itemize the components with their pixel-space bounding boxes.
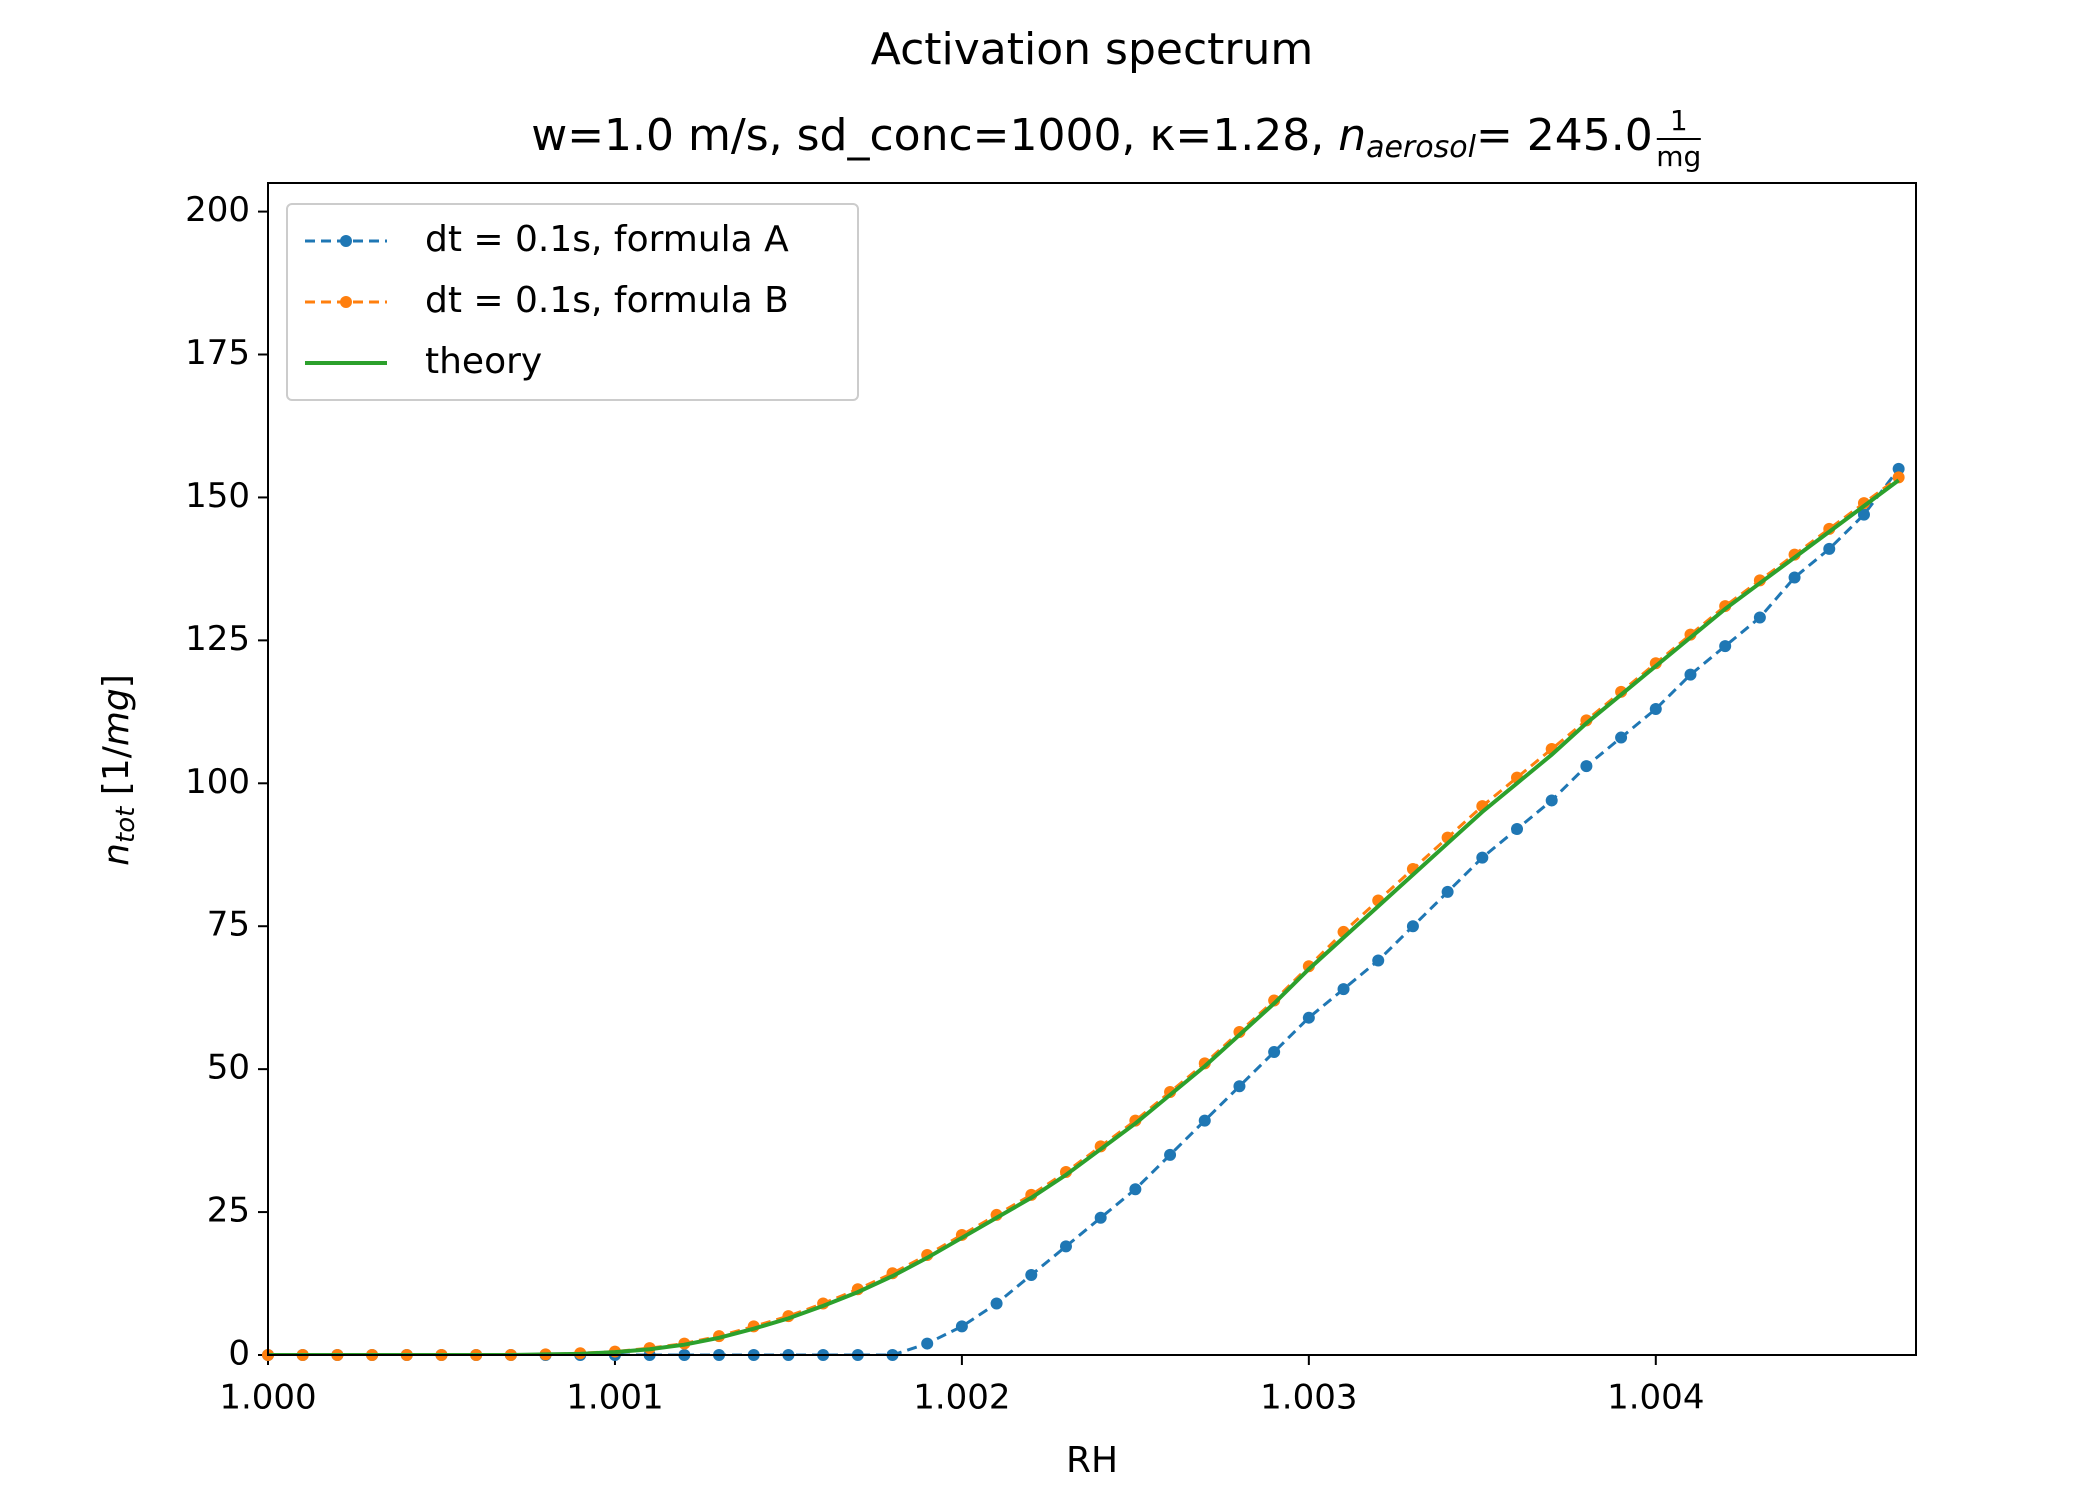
plot-frame (267, 182, 1917, 1356)
y-tick-label: 125 (185, 619, 250, 659)
ylabel-part: n (96, 843, 137, 866)
series-marker (1164, 1148, 1177, 1161)
legend-label: dt = 0.1s, formula B (425, 280, 789, 321)
series-marker (1649, 702, 1662, 715)
x-tick-label: 1.004 (1607, 1378, 1704, 1418)
legend-label: theory (425, 341, 542, 382)
series-marker (1580, 760, 1593, 773)
series-marker (1892, 462, 1905, 475)
series-line (268, 467, 1900, 1355)
y-tick-label: 175 (185, 333, 250, 373)
y-tick-label: 75 (207, 905, 250, 945)
series-marker (1268, 1045, 1281, 1058)
series-marker (1857, 508, 1870, 521)
series-marker (1302, 1011, 1315, 1024)
series-marker (1198, 1114, 1211, 1127)
subtitle-fraction-num: 1 (1670, 104, 1688, 137)
series-marker (1059, 1240, 1072, 1253)
x-tick-label: 1.000 (219, 1378, 316, 1418)
series-marker (1129, 1183, 1142, 1196)
series-marker (1753, 611, 1766, 624)
series-marker (1511, 823, 1524, 836)
series-marker (1719, 640, 1732, 653)
subtitle-fraction-den: mg (1656, 140, 1701, 173)
series-marker (1233, 1080, 1246, 1093)
y-tick-label: 0 (228, 1334, 250, 1374)
series-marker (1823, 542, 1836, 555)
ylabel-part: [1/ (96, 745, 137, 806)
legend-marker (340, 235, 352, 247)
series-marker (1406, 920, 1419, 933)
x-tick-label: 1.002 (913, 1378, 1010, 1418)
x-axis-label: RH (1066, 1440, 1118, 1481)
series-marker (1302, 960, 1315, 973)
ylabel-part: mg (96, 688, 137, 746)
series-marker (1615, 731, 1628, 744)
series-marker (1441, 885, 1454, 898)
y-axis-label: ntot [1/mg] (96, 674, 141, 866)
series-marker (1545, 794, 1558, 807)
y-tick-label: 100 (185, 762, 250, 802)
y-tick-label: 25 (207, 1191, 250, 1231)
legend-label: dt = 0.1s, formula A (425, 219, 789, 260)
subtitle-part: n (1338, 110, 1366, 161)
series-marker (921, 1337, 934, 1350)
series-marker (1476, 851, 1489, 864)
subtitle-part: = 245.0 (1476, 110, 1653, 161)
y-tick-label: 50 (207, 1048, 250, 1088)
x-tick-label: 1.001 (566, 1378, 663, 1418)
series-marker (990, 1297, 1003, 1310)
subtitle-part: aerosol (1366, 130, 1477, 165)
subtitle-part: w=1.0 m/s, sd_conc=1000, κ=1.28, (531, 110, 1338, 161)
series-marker (1372, 954, 1385, 967)
series-marker (1337, 983, 1350, 996)
ylabel-part: ] (96, 674, 137, 688)
series-marker (1788, 571, 1801, 584)
chart-subtitle: w=1.0 m/s, sd_conc=1000, κ=1.28, naeroso… (531, 110, 1653, 165)
chart-title: Activation spectrum (871, 24, 1313, 75)
series-marker (1684, 668, 1697, 681)
series-marker (1094, 1211, 1107, 1224)
series-marker (955, 1320, 968, 1333)
legend-marker (340, 296, 352, 308)
y-tick-label: 150 (185, 476, 250, 516)
x-tick-label: 1.003 (1260, 1378, 1357, 1418)
series-marker (1025, 1268, 1038, 1281)
ylabel-part: tot (111, 806, 141, 843)
legend-box (286, 203, 859, 401)
y-tick-label: 200 (185, 190, 250, 230)
